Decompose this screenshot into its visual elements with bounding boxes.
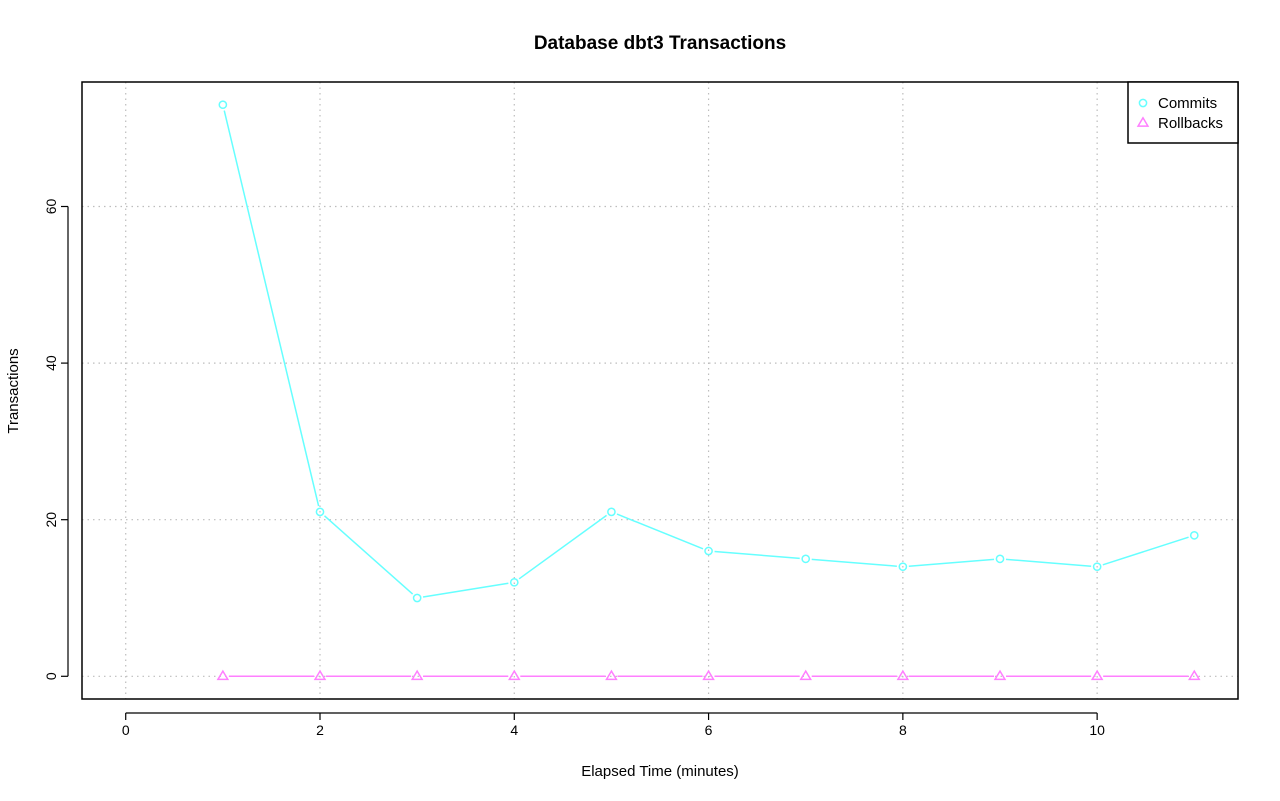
y-tick-label: 40	[43, 355, 59, 371]
series-segment	[518, 514, 608, 580]
legend-marker	[1138, 98, 1148, 108]
x-tick-label: 8	[899, 722, 907, 738]
series-rollbacks	[216, 669, 1201, 681]
data-point	[412, 593, 422, 603]
x-axis-label: Elapsed Time (minutes)	[581, 763, 739, 780]
data-point	[509, 577, 519, 587]
series-commits	[218, 100, 1199, 603]
series-segment	[323, 515, 414, 595]
data-point	[1188, 669, 1201, 681]
legend-label: Rollbacks	[1158, 115, 1223, 132]
series-segment	[223, 110, 320, 507]
x-tick-label: 10	[1089, 722, 1105, 738]
x-tick-label: 2	[316, 722, 324, 738]
y-tick-label: 60	[43, 198, 59, 214]
data-point	[898, 562, 908, 572]
plot-frame	[81, 81, 1239, 700]
data-point	[995, 554, 1005, 564]
series-segment	[616, 513, 704, 550]
x-tick-label: 4	[510, 722, 518, 738]
data-point	[508, 669, 521, 681]
data-point	[313, 669, 327, 681]
data-point	[801, 554, 811, 564]
y-axis-label: Transactions	[5, 348, 22, 433]
legend-label: Commits	[1158, 95, 1217, 112]
data-point	[605, 669, 618, 681]
data-point	[315, 507, 325, 517]
data-point	[896, 669, 910, 681]
series-segment	[1005, 558, 1092, 567]
x-tick-label: 0	[122, 722, 130, 738]
data-point	[702, 669, 715, 681]
data-point	[410, 669, 424, 681]
data-point	[799, 669, 812, 681]
x-tick-label: 6	[705, 722, 713, 738]
y-tick-label: 0	[43, 672, 59, 680]
data-point	[607, 507, 616, 517]
legend: Commits Rollbacks	[1127, 81, 1239, 144]
series-layer	[216, 100, 1201, 681]
series-segment	[811, 558, 897, 567]
chart-title: Database dbt3 Transactions	[534, 33, 786, 54]
series-segment	[908, 558, 995, 567]
data-point	[1090, 669, 1104, 681]
series-segment	[714, 550, 800, 560]
data-point	[704, 546, 713, 556]
axes: 0 2 4 6 8 10 0 20 40 60	[43, 198, 1105, 738]
data-point	[218, 100, 228, 110]
legend-marker	[1136, 116, 1150, 127]
series-segment	[422, 582, 509, 598]
data-point	[1189, 531, 1199, 540]
grid-lines	[82, 82, 1238, 699]
data-point	[993, 669, 1007, 681]
series-segment	[1102, 536, 1189, 566]
data-point	[1092, 562, 1102, 572]
y-tick-label: 20	[43, 512, 59, 528]
legend-box	[1127, 81, 1239, 144]
data-point	[216, 669, 230, 681]
